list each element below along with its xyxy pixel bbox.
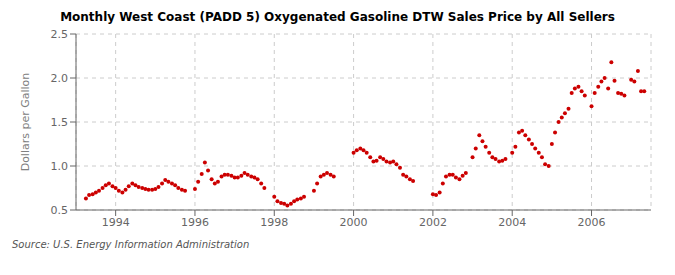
svg-text:2006: 2006 xyxy=(578,216,606,229)
svg-text:1.0: 1.0 xyxy=(51,160,69,173)
svg-text:1998: 1998 xyxy=(260,216,288,229)
svg-text:1996: 1996 xyxy=(181,216,209,229)
svg-text:2002: 2002 xyxy=(419,216,447,229)
svg-text:1994: 1994 xyxy=(102,216,130,229)
svg-text:2004: 2004 xyxy=(498,216,526,229)
svg-text:2.0: 2.0 xyxy=(51,72,69,85)
html-text:Monthly West Coast (PADD 5) Ox: Monthly West Coast (PADD 5) Oxygenated G… xyxy=(60,10,615,24)
svg-text:Dollars per Gallon: Dollars per Gallon xyxy=(19,73,32,172)
svg-text:1.5: 1.5 xyxy=(51,116,69,129)
html-text:Source: U.S. Energy Informatio: Source: U.S. Energy Information Administ… xyxy=(12,239,250,250)
svg-text:2.5: 2.5 xyxy=(51,28,69,41)
svg-text:0.5: 0.5 xyxy=(51,204,69,217)
svg-text:2000: 2000 xyxy=(340,216,368,229)
